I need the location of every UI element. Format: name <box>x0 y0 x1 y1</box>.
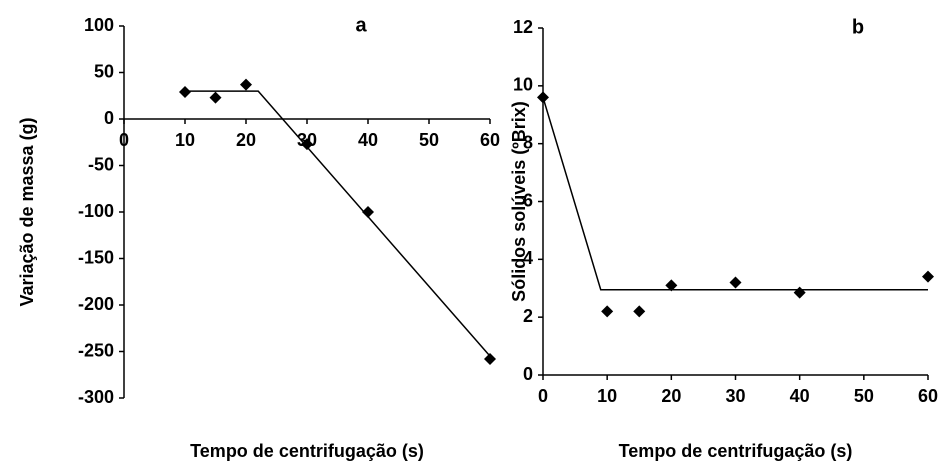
x-tick-label: 20 <box>661 386 681 406</box>
data-point <box>633 305 646 318</box>
x-tick-label: 40 <box>790 386 810 406</box>
y-tick-label: -200 <box>78 294 114 314</box>
data-point <box>601 305 614 318</box>
chart-title: a <box>355 14 367 36</box>
y-tick-label: 100 <box>84 15 114 35</box>
y-tick-label: 2 <box>523 306 533 326</box>
data-point <box>362 206 374 218</box>
y-tick-label: 6 <box>523 190 533 210</box>
y-axis-label: Variação de massa (g) <box>17 117 37 306</box>
x-tick-label: 0 <box>119 130 129 150</box>
y-tick-label: 50 <box>94 61 114 81</box>
x-tick-label: 10 <box>597 386 617 406</box>
data-point <box>484 352 496 365</box>
data-point <box>301 138 313 151</box>
x-tick-label: 50 <box>419 130 439 150</box>
y-tick-label: 0 <box>104 108 114 128</box>
data-point <box>793 286 806 299</box>
y-tick-label: 8 <box>523 132 533 152</box>
y-tick-label: -150 <box>78 247 114 267</box>
chart-title: b <box>852 16 864 38</box>
data-point <box>240 78 252 91</box>
data-point <box>179 86 191 99</box>
data-point <box>209 91 222 104</box>
x-tick-label: 60 <box>918 386 938 406</box>
y-axis-label: Sólidos solúveis (ºBrix) <box>509 101 529 302</box>
x-tick-label: 20 <box>236 130 256 150</box>
fit-line <box>542 97 928 291</box>
x-tick-label: 10 <box>175 130 195 150</box>
data-point <box>665 279 678 292</box>
y-tick-label: -50 <box>88 154 114 174</box>
y-tick-label: -300 <box>78 387 114 407</box>
y-tick-label: -100 <box>78 201 114 221</box>
x-axis-label: Tempo de centrifugação (s) <box>190 441 424 461</box>
fit-line <box>185 90 491 357</box>
data-point <box>729 276 742 289</box>
x-tick-label: 50 <box>854 386 874 406</box>
y-tick-label: 4 <box>523 248 533 268</box>
x-axis-label: Tempo de centrifugação (s) <box>619 441 853 461</box>
x-tick-label: 30 <box>725 386 745 406</box>
y-tick-label: 0 <box>523 364 533 384</box>
y-tick-label: -250 <box>78 340 114 360</box>
y-tick-label: 12 <box>513 17 533 37</box>
x-tick-label: 40 <box>358 130 378 150</box>
data-point <box>922 270 934 283</box>
y-tick-label: 10 <box>513 75 533 95</box>
x-tick-label: 60 <box>480 130 500 150</box>
x-tick-label: 0 <box>538 386 548 406</box>
